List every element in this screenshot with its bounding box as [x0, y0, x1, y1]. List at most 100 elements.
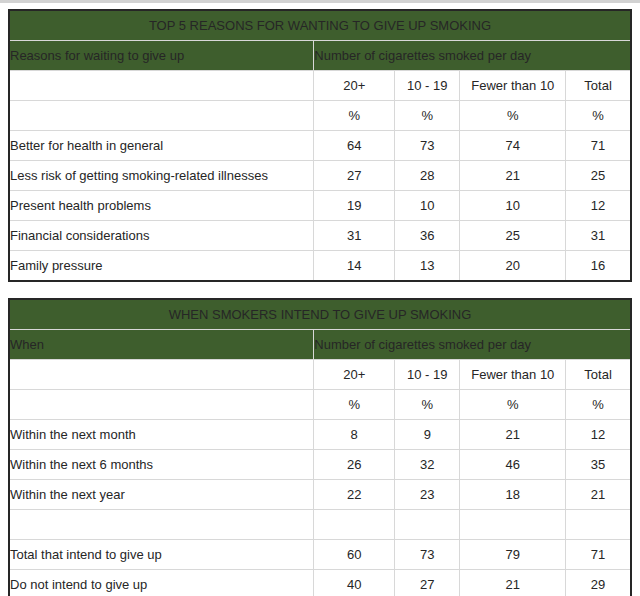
value-cell: 21: [460, 570, 566, 596]
screenshot-top-edge: [0, 0, 640, 3]
value-cell: 20: [460, 251, 566, 282]
column-header-row: 20+ 10 - 19 Fewer than 10 Total: [9, 71, 631, 101]
value-cell: 9: [395, 420, 460, 450]
value-cell: 23: [395, 480, 460, 510]
table-row: Total that intend to give up 60 73 79 71: [9, 540, 631, 570]
unit-cell: %: [460, 101, 566, 131]
table-row: Less risk of getting smoking-related ill…: [9, 161, 631, 191]
reasons-table: TOP 5 REASONS FOR WANTING TO GIVE UP SMO…: [8, 9, 632, 282]
value-cell: 27: [314, 161, 395, 191]
value-cell: 25: [460, 221, 566, 251]
value-cell: [460, 510, 566, 540]
column-header-total: Total: [566, 360, 631, 390]
table-row: Better for health in general 64 73 74 71: [9, 131, 631, 161]
value-cell: 22: [314, 480, 395, 510]
row-label: Present health problems: [9, 191, 314, 221]
value-cell: [314, 510, 395, 540]
table-row: Present health problems 19 10 10 12: [9, 191, 631, 221]
value-cell: 73: [395, 131, 460, 161]
empty-cell: [9, 101, 314, 131]
value-cell: 16: [566, 251, 631, 282]
table-subheader-row: When Number of cigarettes smoked per day: [9, 330, 631, 360]
value-cell: 28: [395, 161, 460, 191]
unit-cell: %: [566, 101, 631, 131]
column-header-20plus: 20+: [314, 360, 395, 390]
value-cell: 60: [314, 540, 395, 570]
value-cell: 35: [566, 450, 631, 480]
value-cell: 29: [566, 570, 631, 596]
row-label: [9, 510, 314, 540]
value-cell: [566, 510, 631, 540]
table-title: TOP 5 REASONS FOR WANTING TO GIVE UP SMO…: [9, 10, 631, 41]
value-cell: 18: [460, 480, 566, 510]
table-title: WHEN SMOKERS INTEND TO GIVE UP SMOKING: [9, 299, 631, 330]
value-cell: 21: [460, 161, 566, 191]
table-title-row: TOP 5 REASONS FOR WANTING TO GIVE UP SMO…: [9, 10, 631, 41]
unit-row: % % % %: [9, 390, 631, 420]
row-label: Within the next month: [9, 420, 314, 450]
row-dimension-header: When: [9, 330, 314, 360]
unit-cell: %: [314, 390, 395, 420]
value-cell: 36: [395, 221, 460, 251]
column-header-20plus: 20+: [314, 71, 395, 101]
value-cell: [395, 510, 460, 540]
unit-cell: %: [395, 390, 460, 420]
value-cell: 10: [395, 191, 460, 221]
value-cell: 31: [566, 221, 631, 251]
row-label: Within the next 6 months: [9, 450, 314, 480]
value-cell: 8: [314, 420, 395, 450]
row-label: Financial considerations: [9, 221, 314, 251]
value-cell: 79: [460, 540, 566, 570]
unit-cell: %: [460, 390, 566, 420]
table-row: Within the next month 8 9 21 12: [9, 420, 631, 450]
value-cell: 13: [395, 251, 460, 282]
table-title-row: WHEN SMOKERS INTEND TO GIVE UP SMOKING: [9, 299, 631, 330]
value-cell: 19: [314, 191, 395, 221]
value-cell: 12: [566, 420, 631, 450]
column-header-10-19: 10 - 19: [395, 360, 460, 390]
table-row: Do not intend to give up 40 27 21 29: [9, 570, 631, 596]
value-cell: 31: [314, 221, 395, 251]
column-group-header: Number of cigarettes smoked per day: [314, 41, 631, 71]
value-cell: 46: [460, 450, 566, 480]
row-label: Total that intend to give up: [9, 540, 314, 570]
row-label: Better for health in general: [9, 131, 314, 161]
spacer-row: [9, 510, 631, 540]
unit-row: % % % %: [9, 101, 631, 131]
row-dimension-header: Reasons for waiting to give up: [9, 41, 314, 71]
value-cell: 21: [460, 420, 566, 450]
value-cell: 25: [566, 161, 631, 191]
table-row: Financial considerations 31 36 25 31: [9, 221, 631, 251]
value-cell: 26: [314, 450, 395, 480]
value-cell: 71: [566, 131, 631, 161]
empty-corner-cell: [9, 71, 314, 101]
table-row: Within the next 6 months 26 32 46 35: [9, 450, 631, 480]
column-header-10-19: 10 - 19: [395, 71, 460, 101]
unit-cell: %: [566, 390, 631, 420]
table-row: Family pressure 14 13 20 16: [9, 251, 631, 282]
value-cell: 14: [314, 251, 395, 282]
value-cell: 12: [566, 191, 631, 221]
column-header-fewer-than-10: Fewer than 10: [460, 360, 566, 390]
table-subheader-row: Reasons for waiting to give up Number of…: [9, 41, 631, 71]
row-label: Less risk of getting smoking-related ill…: [9, 161, 314, 191]
row-label: Within the next year: [9, 480, 314, 510]
value-cell: 71: [566, 540, 631, 570]
value-cell: 27: [395, 570, 460, 596]
value-cell: 10: [460, 191, 566, 221]
value-cell: 32: [395, 450, 460, 480]
column-header-fewer-than-10: Fewer than 10: [460, 71, 566, 101]
column-header-total: Total: [566, 71, 631, 101]
value-cell: 64: [314, 131, 395, 161]
unit-cell: %: [395, 101, 460, 131]
value-cell: 73: [395, 540, 460, 570]
column-group-header: Number of cigarettes smoked per day: [314, 330, 631, 360]
empty-corner-cell: [9, 360, 314, 390]
row-label: Do not intend to give up: [9, 570, 314, 596]
unit-cell: %: [314, 101, 395, 131]
row-label: Family pressure: [9, 251, 314, 282]
table-row: Within the next year 22 23 18 21: [9, 480, 631, 510]
column-header-row: 20+ 10 - 19 Fewer than 10 Total: [9, 360, 631, 390]
empty-cell: [9, 390, 314, 420]
value-cell: 21: [566, 480, 631, 510]
